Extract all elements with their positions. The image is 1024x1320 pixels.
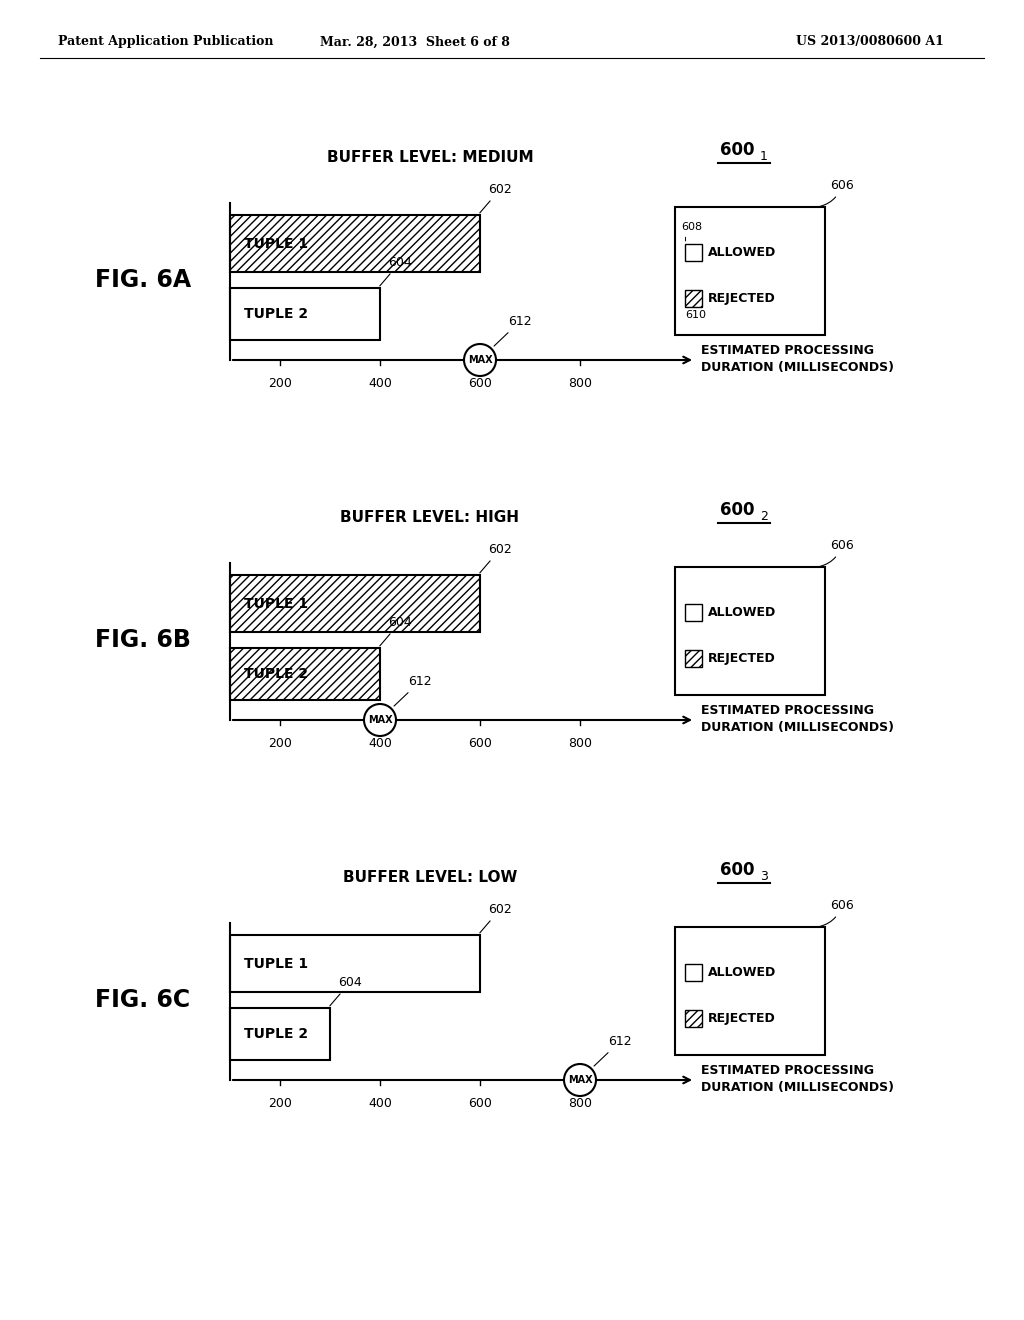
- Text: TUPLE 2: TUPLE 2: [244, 1027, 308, 1041]
- Text: 800: 800: [568, 378, 592, 389]
- Text: TUPLE 2: TUPLE 2: [244, 667, 308, 681]
- Text: BUFFER LEVEL: HIGH: BUFFER LEVEL: HIGH: [341, 510, 519, 524]
- Bar: [685, 1010, 702, 1027]
- Text: 612: 612: [394, 675, 432, 706]
- Text: 3: 3: [760, 870, 768, 883]
- Bar: [230, 576, 480, 632]
- Text: ESTIMATED PROCESSING: ESTIMATED PROCESSING: [701, 345, 874, 358]
- Text: ALLOWED: ALLOWED: [708, 246, 776, 259]
- Text: TUPLE 1: TUPLE 1: [244, 236, 308, 251]
- Text: 600: 600: [720, 861, 755, 879]
- Text: ALLOWED: ALLOWED: [708, 966, 776, 978]
- Text: 2: 2: [760, 510, 768, 523]
- Bar: [675, 568, 825, 696]
- Bar: [230, 935, 480, 993]
- Bar: [675, 207, 825, 335]
- Text: 606: 606: [820, 180, 854, 206]
- Text: 400: 400: [368, 1097, 392, 1110]
- Bar: [230, 288, 380, 341]
- Text: 602: 602: [480, 903, 512, 933]
- Text: 606: 606: [820, 539, 854, 566]
- Circle shape: [564, 1064, 596, 1096]
- Text: 800: 800: [568, 1097, 592, 1110]
- Text: 606: 606: [820, 899, 854, 927]
- Circle shape: [464, 345, 496, 376]
- Bar: [685, 964, 702, 981]
- Bar: [685, 603, 702, 620]
- Text: 608: 608: [681, 222, 702, 242]
- Text: 200: 200: [268, 737, 292, 750]
- Text: TUPLE 2: TUPLE 2: [244, 308, 308, 321]
- Text: ALLOWED: ALLOWED: [708, 606, 776, 619]
- Text: 1: 1: [760, 150, 768, 162]
- Text: 400: 400: [368, 737, 392, 750]
- Circle shape: [364, 704, 396, 737]
- Text: 600: 600: [468, 378, 492, 389]
- Text: 600: 600: [468, 1097, 492, 1110]
- Text: US 2013/0080600 A1: US 2013/0080600 A1: [796, 36, 944, 49]
- Bar: [230, 215, 480, 272]
- Text: 612: 612: [494, 315, 531, 346]
- Text: FIG. 6B: FIG. 6B: [95, 628, 190, 652]
- Text: 602: 602: [480, 543, 512, 573]
- Text: BUFFER LEVEL: MEDIUM: BUFFER LEVEL: MEDIUM: [327, 149, 534, 165]
- Bar: [230, 648, 380, 700]
- Text: REJECTED: REJECTED: [708, 652, 776, 665]
- Text: REJECTED: REJECTED: [708, 292, 776, 305]
- Text: MAX: MAX: [368, 715, 392, 725]
- Text: 400: 400: [368, 378, 392, 389]
- Text: MAX: MAX: [468, 355, 493, 366]
- Text: TUPLE 1: TUPLE 1: [244, 957, 308, 970]
- Text: Mar. 28, 2013  Sheet 6 of 8: Mar. 28, 2013 Sheet 6 of 8: [321, 36, 510, 49]
- Text: 610: 610: [685, 310, 706, 319]
- Text: 604: 604: [330, 975, 361, 1006]
- Text: FIG. 6A: FIG. 6A: [95, 268, 191, 292]
- Bar: [230, 1008, 330, 1060]
- Text: 602: 602: [480, 183, 512, 213]
- Text: BUFFER LEVEL: LOW: BUFFER LEVEL: LOW: [343, 870, 517, 884]
- Text: 612: 612: [594, 1035, 632, 1067]
- Text: DURATION (MILLISECONDS): DURATION (MILLISECONDS): [701, 360, 894, 374]
- Text: 200: 200: [268, 378, 292, 389]
- Text: 800: 800: [568, 737, 592, 750]
- Text: 600: 600: [468, 737, 492, 750]
- Text: 600: 600: [720, 502, 755, 519]
- Text: Patent Application Publication: Patent Application Publication: [58, 36, 273, 49]
- Bar: [675, 927, 825, 1055]
- Text: TUPLE 1: TUPLE 1: [244, 597, 308, 610]
- Text: 604: 604: [380, 616, 412, 645]
- Text: ESTIMATED PROCESSING: ESTIMATED PROCESSING: [701, 1064, 874, 1077]
- Text: DURATION (MILLISECONDS): DURATION (MILLISECONDS): [701, 721, 894, 734]
- Text: MAX: MAX: [567, 1074, 592, 1085]
- Bar: [685, 290, 702, 306]
- Text: DURATION (MILLISECONDS): DURATION (MILLISECONDS): [701, 1081, 894, 1093]
- Text: 600: 600: [720, 141, 755, 158]
- Text: 200: 200: [268, 1097, 292, 1110]
- Bar: [685, 244, 702, 261]
- Text: ESTIMATED PROCESSING: ESTIMATED PROCESSING: [701, 705, 874, 718]
- Text: FIG. 6C: FIG. 6C: [95, 987, 190, 1012]
- Bar: [685, 649, 702, 667]
- Text: 604: 604: [380, 256, 412, 286]
- Text: REJECTED: REJECTED: [708, 1012, 776, 1024]
